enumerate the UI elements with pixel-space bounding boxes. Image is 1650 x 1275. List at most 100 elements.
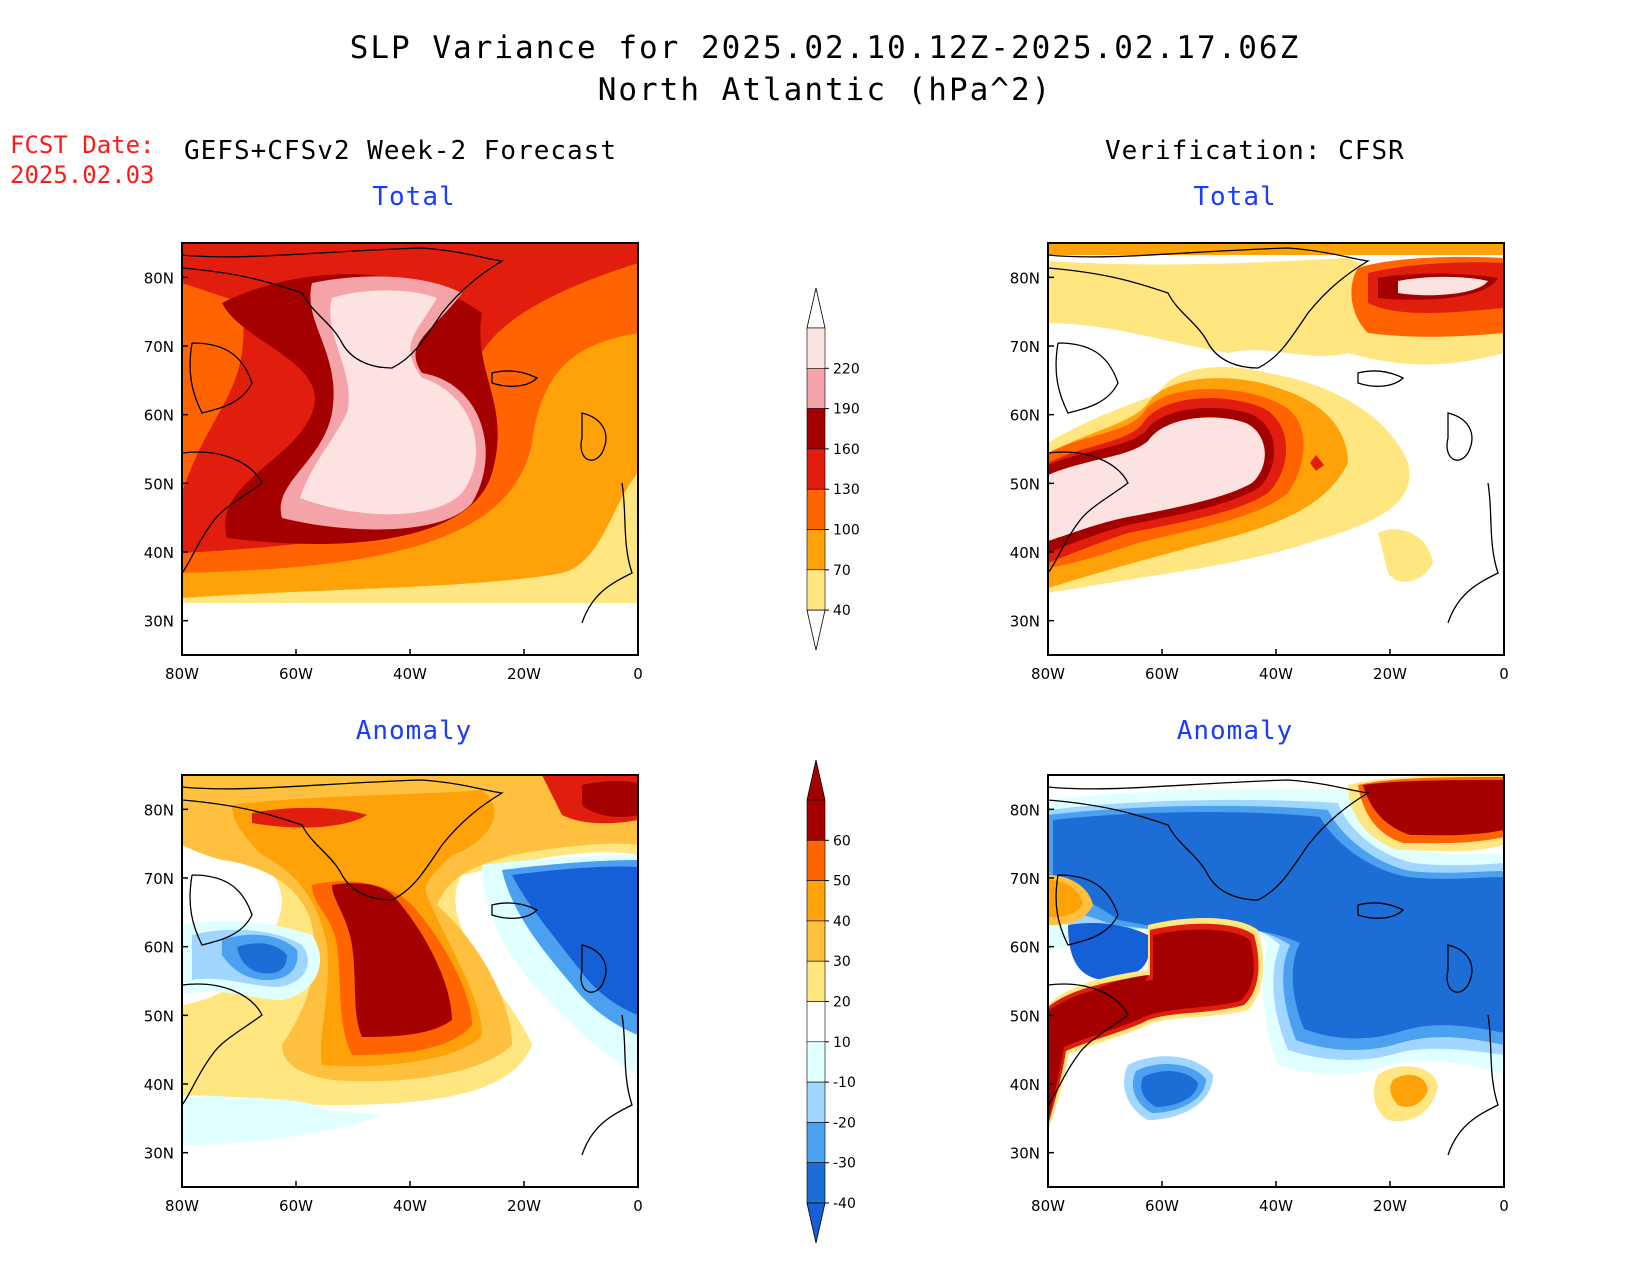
y-tick-label-fcst-total: 50N: [144, 475, 174, 493]
y-tick-label-fcst-total: 80N: [144, 269, 174, 287]
y-tick-label-fcst-anom: 80N: [144, 801, 174, 819]
forecast-header: GEFS+CFSv2 Week-2 Forecast: [184, 136, 617, 166]
colorbar-level-label: 30: [833, 954, 851, 970]
colorbar-level-label: 40: [833, 603, 851, 619]
y-tick-label-verif-total: 50N: [1010, 475, 1040, 493]
x-tick-label-verif-anom: 40W: [1259, 1197, 1293, 1215]
colorbar-segment: [806, 448, 826, 490]
x-tick-label-fcst-anom: 80W: [165, 1197, 199, 1215]
colorbar-segment: [806, 1162, 826, 1204]
colorbar-segment: [806, 1001, 826, 1043]
y-tick-label-verif-total: 30N: [1010, 613, 1040, 631]
y-tick-label-verif-anom: 70N: [1010, 870, 1040, 888]
panel-subtitle-verif-anom: Anomaly: [1176, 716, 1294, 746]
panel-subtitle-fcst-total: Total: [372, 182, 456, 212]
x-tick-label-fcst-anom: 40W: [393, 1197, 427, 1215]
shading-verif-anom: [1048, 775, 1504, 1135]
x-tick-label-verif-total: 60W: [1145, 665, 1179, 683]
coastline-verif-anom: [1048, 779, 1499, 1156]
colorbar-segment: [806, 1122, 826, 1164]
colorbar-segment: [806, 960, 826, 1002]
y-tick-label-verif-anom: 40N: [1010, 1076, 1040, 1094]
x-tick-label-fcst-total: 60W: [279, 665, 313, 683]
verification-header: Verification: CFSR: [1105, 136, 1405, 166]
colorbar-level-label: 220: [833, 361, 860, 377]
coastline-verif-total: [1048, 247, 1499, 624]
figure-title-line2: North Atlantic (hPa^2): [597, 72, 1053, 108]
coastline-fcst-total: [182, 247, 633, 624]
colorbar-level-label: -20: [833, 1115, 856, 1131]
y-tick-label-fcst-total: 60N: [144, 407, 174, 425]
colorbar-level-label: 70: [833, 563, 851, 579]
colorbar-segment: [806, 1041, 826, 1083]
colorbar-arrow-top: [806, 759, 826, 801]
map-panel-fcst-total: [182, 243, 638, 655]
y-tick-label-verif-total: 80N: [1010, 269, 1040, 287]
y-tick-label-fcst-total: 70N: [144, 338, 174, 356]
x-tick-label-fcst-anom: 0: [633, 1197, 643, 1215]
y-tick-label-fcst-total: 30N: [144, 613, 174, 631]
y-tick-label-verif-anom: 60N: [1010, 939, 1040, 957]
colorbar-segment: [806, 327, 826, 369]
colorbar-segment: [806, 488, 826, 530]
colorbar-level-label: -40: [833, 1196, 856, 1212]
fcst-date-value: 2025.02.03: [10, 161, 155, 189]
colorbar-segment: [806, 569, 826, 611]
y-tick-label-fcst-anom: 60N: [144, 939, 174, 957]
colorbar-level-label: 160: [833, 442, 860, 458]
colorbar-level-label: 10: [833, 1035, 851, 1051]
y-tick-label-verif-anom: 50N: [1010, 1007, 1040, 1025]
map-panel-verif-anom: [1048, 775, 1504, 1187]
colorbar-level-label: 20: [833, 995, 851, 1011]
colorbar-arrow-bottom: [806, 1202, 826, 1244]
colorbar-level-label: 60: [833, 833, 851, 849]
y-tick-label-fcst-anom: 30N: [144, 1145, 174, 1163]
colorbar-total: 220 190 160 130 100 70 40: [806, 287, 860, 651]
fcst-date-label: FCST Date:: [10, 131, 155, 159]
figure-title-line1: SLP Variance for 2025.02.10.12Z-2025.02.…: [349, 30, 1301, 66]
colorbar-segment: [806, 529, 826, 571]
colorbar-arrow-top: [806, 287, 826, 329]
y-tick-label-verif-total: 40N: [1010, 544, 1040, 562]
panel-subtitle-verif-total: Total: [1193, 182, 1277, 212]
colorbar-segment: [806, 367, 826, 409]
x-tick-label-verif-total: 20W: [1373, 665, 1407, 683]
x-tick-label-verif-total: 40W: [1259, 665, 1293, 683]
colorbar-level-label: 130: [833, 482, 860, 498]
x-tick-label-verif-anom: 20W: [1373, 1197, 1407, 1215]
x-tick-label-fcst-total: 40W: [393, 665, 427, 683]
y-tick-label-fcst-total: 40N: [144, 544, 174, 562]
x-tick-label-verif-anom: 60W: [1145, 1197, 1179, 1215]
y-tick-label-verif-total: 70N: [1010, 338, 1040, 356]
shading-fcst-total: [182, 243, 638, 603]
map-panel-fcst-anom: [182, 775, 638, 1187]
coastline-fcst-anom: [182, 779, 633, 1156]
colorbar-level-label: 40: [833, 914, 851, 930]
colorbar-segment: [806, 920, 826, 962]
y-tick-label-fcst-anom: 70N: [144, 870, 174, 888]
y-tick-label-fcst-anom: 40N: [144, 1076, 174, 1094]
x-tick-label-verif-total: 80W: [1031, 665, 1065, 683]
colorbar-anomaly: 60 50 40 30 20 10 -10 -20 -30 -40: [806, 759, 856, 1244]
colorbar-level-label: 190: [833, 402, 860, 418]
x-tick-label-verif-total: 0: [1499, 665, 1509, 683]
y-tick-label-verif-anom: 30N: [1010, 1145, 1040, 1163]
colorbar-level-label: 50: [833, 874, 851, 890]
colorbar-level-label: 100: [833, 523, 860, 539]
y-tick-label-fcst-anom: 50N: [144, 1007, 174, 1025]
colorbar-segment: [806, 799, 826, 841]
x-tick-label-verif-anom: 80W: [1031, 1197, 1065, 1215]
panel-subtitle-fcst-anom: Anomaly: [355, 716, 473, 746]
colorbar-segment: [806, 1081, 826, 1123]
shading-fcst-anom: [182, 775, 638, 1145]
colorbar-level-label: -10: [833, 1075, 856, 1091]
y-tick-label-verif-anom: 80N: [1010, 801, 1040, 819]
colorbar-segment: [806, 880, 826, 922]
colorbar-arrow-bottom: [806, 609, 826, 651]
colorbar-level-label: -30: [833, 1156, 856, 1172]
colorbar-segment: [806, 408, 826, 450]
colorbar-segment: [806, 839, 826, 881]
x-tick-label-fcst-total: 80W: [165, 665, 199, 683]
shading-verif-total: [1048, 243, 1504, 593]
